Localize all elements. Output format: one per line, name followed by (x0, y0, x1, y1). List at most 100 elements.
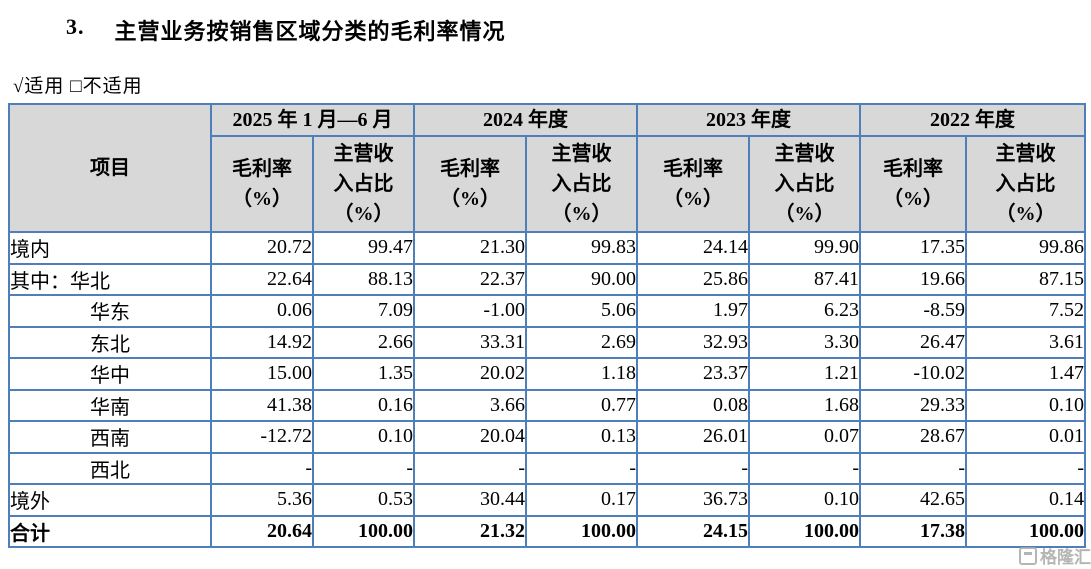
data-cell: 0.10 (748, 483, 861, 517)
data-cell: 100.00 (965, 514, 1086, 548)
data-cell: 1.35 (312, 357, 415, 391)
data-cell: 20.04 (413, 420, 527, 454)
table-row: 合计 20.64 100.00 21.32 100.00 24.15 100.00 17.38… (8, 514, 1086, 548)
margin-header-2023: 毛利率 （%） (636, 135, 750, 233)
data-cell: 87.41 (748, 262, 861, 296)
data-cell: 0.10 (965, 388, 1086, 422)
section-number: 3. (66, 14, 85, 39)
data-cell: 26.01 (636, 420, 750, 454)
applicability-line: √适用 □不适用 (13, 76, 143, 97)
data-cell: - (525, 451, 638, 485)
item-column-header: 项目 (8, 103, 212, 233)
data-cell: 19.66 (859, 262, 967, 296)
data-cell: 22.37 (413, 262, 527, 296)
row-label: 西北 (8, 451, 212, 485)
data-cell: 1.18 (525, 357, 638, 391)
data-cell: 3.61 (965, 325, 1086, 359)
data-cell: 1.97 (636, 294, 750, 328)
row-label: 华中 (8, 357, 212, 391)
data-cell: 0.08 (636, 388, 750, 422)
share-header-2023: 主营收 入占比 （%） (748, 135, 861, 233)
data-cell: 99.83 (525, 231, 638, 265)
data-cell: 1.47 (965, 357, 1086, 391)
data-cell: -10.02 (859, 357, 967, 391)
data-cell: 0.10 (312, 420, 415, 454)
data-cell: 23.37 (636, 357, 750, 391)
data-cell: 2.69 (525, 325, 638, 359)
data-cell: 88.13 (312, 262, 415, 296)
row-label: 华南 (8, 388, 212, 422)
data-cell: 2.66 (312, 325, 415, 359)
data-cell: 22.64 (210, 262, 314, 296)
data-cell: 20.02 (413, 357, 527, 391)
data-cell: 99.47 (312, 231, 415, 265)
table-row: 华南 41.38 0.16 3.66 0.77 0.08 1.68 29.33 0.10 (8, 388, 1086, 422)
data-cell: - (210, 451, 314, 485)
period-header-2023: 2023 年度 (636, 103, 861, 137)
data-cell: 42.65 (859, 483, 967, 517)
data-cell: 0.77 (525, 388, 638, 422)
data-cell: 6.23 (748, 294, 861, 328)
table-row: 华东 0.06 7.09 -1.00 5.06 1.97 6.23 -8.59 7.52 (8, 294, 1086, 328)
table-row: 西北 - - - - - - - - (8, 451, 1086, 485)
table-row: 西南 -12.72 0.10 20.04 0.13 26.01 0.07 28.67 0.01 (8, 420, 1086, 454)
data-cell: - (312, 451, 415, 485)
data-cell: 0.14 (965, 483, 1086, 517)
data-cell: -1.00 (413, 294, 527, 328)
share-header-2025: 主营收 入占比 （%） (312, 135, 415, 233)
period-header-2022: 2022 年度 (859, 103, 1086, 137)
data-cell: 7.52 (965, 294, 1086, 328)
row-label: 境内 (8, 231, 212, 265)
data-cell: 41.38 (210, 388, 314, 422)
data-cell: -8.59 (859, 294, 967, 328)
section-heading: 3. 主营业务按销售区域分类的毛利率情况 (66, 14, 506, 46)
data-cell: - (965, 451, 1086, 485)
data-cell: 1.21 (748, 357, 861, 391)
gross-margin-by-region-table: 项目 2025 年 1 月—6 月 2024 年度 2023 年度 2022 年… (8, 103, 1086, 548)
data-cell: 21.30 (413, 231, 527, 265)
data-cell: 7.09 (312, 294, 415, 328)
row-label: 合计 (8, 514, 212, 548)
data-cell: 0.53 (312, 483, 415, 517)
data-cell: 99.86 (965, 231, 1086, 265)
table-body: 境内 20.72 99.47 21.30 99.83 24.14 99.90 17.35 99.… (8, 231, 1086, 548)
data-cell: 87.15 (965, 262, 1086, 296)
data-cell: - (636, 451, 750, 485)
data-cell: 14.92 (210, 325, 314, 359)
data-cell: 0.06 (210, 294, 314, 328)
data-cell: 21.32 (413, 514, 527, 548)
margin-header-2024: 毛利率 （%） (413, 135, 527, 233)
data-cell: 24.15 (636, 514, 750, 548)
data-cell: 20.72 (210, 231, 314, 265)
data-cell: 90.00 (525, 262, 638, 296)
data-cell: 26.47 (859, 325, 967, 359)
data-cell: 20.64 (210, 514, 314, 548)
data-cell: 15.00 (210, 357, 314, 391)
data-cell: 25.86 (636, 262, 750, 296)
margin-header-2022: 毛利率 （%） (859, 135, 967, 233)
data-cell: - (748, 451, 861, 485)
row-label: 华东 (8, 294, 212, 328)
row-label: 西南 (8, 420, 212, 454)
period-header-2025: 2025 年 1 月—6 月 (210, 103, 415, 137)
data-cell: 32.93 (636, 325, 750, 359)
share-header-2022: 主营收 入占比 （%） (965, 135, 1086, 233)
header-period-row: 项目 2025 年 1 月—6 月 2024 年度 2023 年度 2022 年… (8, 103, 1086, 233)
data-cell: 0.01 (965, 420, 1086, 454)
data-cell: 3.30 (748, 325, 861, 359)
data-cell: 28.67 (859, 420, 967, 454)
share-header-2024: 主营收 入占比 （%） (525, 135, 638, 233)
data-cell: 36.73 (636, 483, 750, 517)
data-cell: 17.35 (859, 231, 967, 265)
header-metric-row: 毛利率 （%） 主营收 入占比 （%） 毛利率 （%） 主营收 入占比 （%） … (9, 135, 1086, 233)
data-cell: 0.16 (312, 388, 415, 422)
row-label: 境外 (8, 483, 212, 517)
table-row: 东北 14.92 2.66 33.31 2.69 32.93 3.30 26.47 3.61 (8, 325, 1086, 359)
data-cell: 100.00 (748, 514, 861, 548)
data-cell: -12.72 (210, 420, 314, 454)
data-cell: 1.68 (748, 388, 861, 422)
data-cell: 100.00 (312, 514, 415, 548)
section-title: 主营业务按销售区域分类的毛利率情况 (114, 19, 506, 44)
data-cell: 99.90 (748, 231, 861, 265)
data-cell: 0.17 (525, 483, 638, 517)
